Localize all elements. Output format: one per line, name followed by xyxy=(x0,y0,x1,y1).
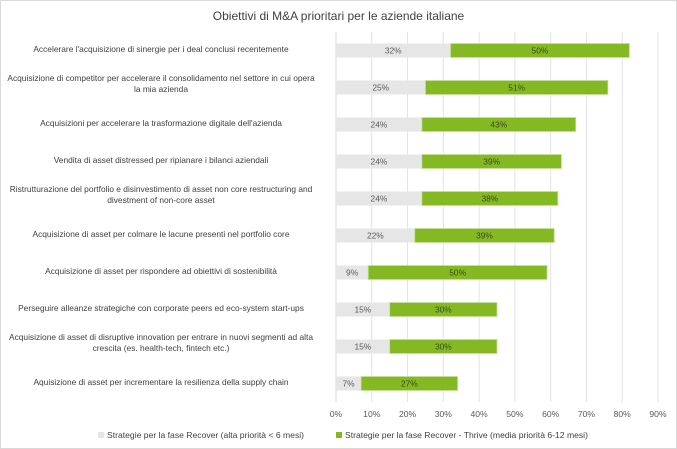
x-tick-label: 0% xyxy=(330,409,343,419)
x-tick-label: 60% xyxy=(542,409,560,419)
bar-recover xyxy=(336,43,451,58)
category-label: Accelerare l'acquisizione di sinergie pe… xyxy=(0,44,326,55)
bar-recover xyxy=(336,228,415,243)
category-label: Perseguire alleanze strategiche con corp… xyxy=(0,303,326,314)
category-label-line: Ristrutturazione del portfolio e disinve… xyxy=(9,183,313,194)
bar-recover xyxy=(336,117,422,132)
x-tick-label: 50% xyxy=(506,409,524,419)
category-label: Aquisizione di asset per incrementare la… xyxy=(0,377,326,388)
category-label-line: Vendita di asset distressed per ripianar… xyxy=(53,155,269,165)
bar-recover-label: 24% xyxy=(371,120,388,130)
bar-thrive xyxy=(421,191,559,206)
bar-recover-label: 9% xyxy=(346,268,359,278)
x-tick-label: 30% xyxy=(435,409,453,419)
bar-thrive-label: 43% xyxy=(490,120,507,130)
category-label-line: Acquisizione di competitor per accelerar… xyxy=(7,72,315,83)
bar-thrive xyxy=(414,228,555,243)
bar-thrive-label: 50% xyxy=(449,268,466,278)
category-label-line: Acquisizione di asset di disruptive inno… xyxy=(8,331,313,342)
category-label: Acquisizioni per accelerare la trasforma… xyxy=(0,118,326,129)
bar-thrive xyxy=(421,154,562,169)
legend-item-thrive: Strategie per la fase Recover - Thrive (… xyxy=(336,430,588,440)
bar-thrive-label: 50% xyxy=(532,46,549,56)
x-tick-label: 10% xyxy=(363,409,381,419)
bar-thrive-label: 27% xyxy=(401,379,418,389)
bar-recover-label: 15% xyxy=(354,305,371,315)
bar-recover-label: 7% xyxy=(342,379,355,389)
x-tick-label: 90% xyxy=(649,409,667,419)
bar-thrive xyxy=(389,339,498,354)
bar-recover xyxy=(336,339,390,354)
category-label-line: Acquisizioni per accelerare la trasforma… xyxy=(40,118,282,128)
category-label: Ristrutturazione del portfolio e disinve… xyxy=(0,184,326,206)
legend-swatch-thrive xyxy=(336,432,342,438)
legend-swatch-recover xyxy=(98,432,104,438)
bar-thrive-label: 39% xyxy=(483,157,500,167)
bar-recover xyxy=(336,302,390,317)
x-tick-label: 80% xyxy=(614,409,632,419)
x-tick-label: 40% xyxy=(471,409,489,419)
category-label: Vendita di asset distressed per ripianar… xyxy=(0,155,326,166)
bar-thrive xyxy=(421,117,577,132)
bar-thrive xyxy=(367,265,548,280)
category-label-line: Acquisizione di asset per rispondere ad … xyxy=(45,266,277,276)
category-label-line: Aquisizione di asset per incrementare la… xyxy=(33,377,289,387)
chart-title: Obiettivi di M&A prioritari per le azien… xyxy=(212,9,465,23)
bar-recover-label: 32% xyxy=(385,46,402,56)
category-label: Acquisizione di competitor per accelerar… xyxy=(0,73,326,95)
legend-label-thrive: Strategie per la fase Recover - Thrive (… xyxy=(345,430,588,440)
legend-label-recover: Strategie per la fase Recover (alta prio… xyxy=(107,430,305,440)
x-tick-label: 20% xyxy=(399,409,417,419)
bar-thrive xyxy=(360,376,459,391)
bar-recover xyxy=(336,265,369,280)
bar-recover-label: 22% xyxy=(367,231,384,241)
bar-thrive-label: 51% xyxy=(508,83,525,93)
category-label-line: Acquisizione di asset per colmare le lac… xyxy=(32,229,290,239)
bar-recover xyxy=(336,154,422,169)
category-label: Acquisizione di asset di disruptive inno… xyxy=(0,332,326,354)
legend-item-recover: Strategie per la fase Recover (alta prio… xyxy=(98,430,304,440)
bar-recover xyxy=(336,80,426,95)
bar-recover xyxy=(336,376,362,391)
bar-recover-label: 15% xyxy=(354,342,371,352)
bar-thrive-label: 30% xyxy=(435,342,452,352)
bar-recover-label: 25% xyxy=(372,83,389,93)
category-label-line: divestment of non-core asset xyxy=(107,194,215,205)
category-label: Acquisizione di asset per colmare le lac… xyxy=(0,229,326,240)
bar-recover-label: 24% xyxy=(371,157,388,167)
bar-recover-label: 24% xyxy=(371,194,388,204)
bar-recover xyxy=(336,191,422,206)
bar-thrive xyxy=(450,43,630,58)
bar-thrive-label: 39% xyxy=(476,231,493,241)
category-label: Acquisizione di asset per rispondere ad … xyxy=(0,266,326,277)
x-tick-label: 70% xyxy=(578,409,596,419)
category-label-line: crescita (es. health-tech, fintech etc.) xyxy=(92,342,230,353)
category-label-line: Accelerare l'acquisizione di sinergie pe… xyxy=(33,44,289,54)
category-label-line: la mia azienda xyxy=(133,83,188,94)
bar-thrive-label: 38% xyxy=(481,194,498,204)
bar-thrive xyxy=(425,80,609,95)
bar-thrive xyxy=(389,302,498,317)
bar-thrive-label: 30% xyxy=(435,305,452,315)
category-label-line: Perseguire alleanze strategiche con corp… xyxy=(18,303,304,313)
